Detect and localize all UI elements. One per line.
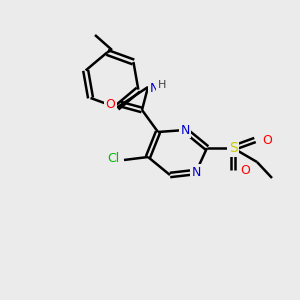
- Text: O: O: [105, 98, 115, 110]
- Text: N: N: [150, 82, 159, 94]
- Text: Cl: Cl: [108, 152, 120, 166]
- Text: N: N: [191, 166, 201, 178]
- Text: O: O: [240, 164, 250, 176]
- Text: N: N: [180, 124, 190, 136]
- Text: O: O: [262, 134, 272, 146]
- Text: S: S: [229, 141, 237, 155]
- Text: H: H: [158, 80, 166, 90]
